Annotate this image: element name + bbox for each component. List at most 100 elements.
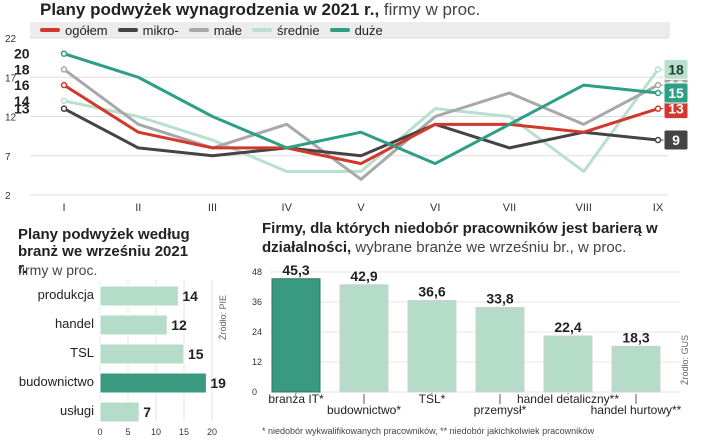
bar-produkcja xyxy=(99,285,179,307)
category-label: przemysł* xyxy=(474,403,527,417)
bar-branża IT* xyxy=(271,278,321,393)
line-chart-legend: ogółem mikro-małe średnie duże xyxy=(30,22,670,38)
legend-swatch xyxy=(188,28,209,32)
category-label: handel hurtowy** xyxy=(591,403,682,417)
x-tick-label: VII xyxy=(503,202,516,214)
legend-swatch xyxy=(40,28,60,32)
value-label: 45,3 xyxy=(282,264,309,278)
value-label: 33,8 xyxy=(486,291,513,307)
category-label: budownictwo* xyxy=(327,403,401,417)
y-tick-label: 12 xyxy=(5,113,17,124)
end-value-label: 13 xyxy=(668,101,684,117)
industry-chart-title: Plany podwyżek według branż we wrześniu … xyxy=(18,226,190,277)
legend-item-1: mikro- xyxy=(117,22,179,38)
legend-label: małe xyxy=(213,22,242,38)
y-tick-label: 22 xyxy=(5,34,17,45)
end-marker xyxy=(654,89,662,97)
y-tick-label: 48 xyxy=(252,267,262,277)
line-chart-title-main: Plany podwyżek wynagrodzenia w 2021 r., xyxy=(40,0,380,19)
line-chart-title: Plany podwyżek wynagrodzenia w 2021 r., … xyxy=(40,0,480,20)
line-chart-subtitle: firmy w proc. xyxy=(383,0,481,19)
bar-przemysł* xyxy=(475,307,525,393)
shortage-chart-title: Firmy, dla których niedobór pracowników … xyxy=(262,219,712,257)
value-label: 42,9 xyxy=(350,268,377,284)
x-tick-label: VIII xyxy=(575,202,592,214)
category-label: branża IT* xyxy=(268,392,324,406)
end-marker xyxy=(654,136,662,144)
x-tick-label: I xyxy=(62,202,65,214)
y-tick-label: 36 xyxy=(252,297,262,307)
x-tick-label: 5 xyxy=(125,427,130,437)
x-tick-label: III xyxy=(208,202,217,214)
bar-TSL xyxy=(99,343,185,365)
end-marker xyxy=(654,81,662,89)
shortage-chart-subtitle: wybrane branże we wrześniu br., w proc. xyxy=(355,239,627,256)
start-marker xyxy=(60,81,68,89)
bar-budownictwo* xyxy=(339,284,389,393)
value-label: 14 xyxy=(182,288,198,304)
value-label: 36,6 xyxy=(418,284,445,300)
bar-handel hurtowy** xyxy=(611,345,661,393)
legend-label: średnie xyxy=(276,22,320,38)
legend-item-3: średnie xyxy=(251,22,320,38)
series-line-ogółem xyxy=(63,83,659,166)
category-label: usługi xyxy=(60,403,94,418)
legend-label: mikro- xyxy=(142,22,179,38)
shortage-chart-footnote: * niedobór wykwalifikowanych pracowników… xyxy=(262,426,595,436)
category-label: TSL xyxy=(70,345,94,360)
x-tick-label: 20 xyxy=(207,427,217,437)
start-marker xyxy=(60,105,68,112)
value-label: 19 xyxy=(210,375,226,391)
category-label: handel detaliczny** xyxy=(517,392,619,406)
category-label: budownictwo xyxy=(19,374,94,389)
legend-item-4: duże xyxy=(329,22,383,38)
series-line-duże xyxy=(63,52,659,166)
category-label: handel xyxy=(55,316,94,331)
bar-usługi xyxy=(99,401,140,423)
y-tick-label: 7 xyxy=(5,152,11,163)
industry-chart-subtitle: firmy w proc. xyxy=(18,262,98,278)
bar-TSL* xyxy=(407,300,457,393)
y-tick-label: 0 xyxy=(252,387,257,397)
start-value-label: 18 xyxy=(14,61,30,77)
category-label: TSL* xyxy=(419,392,446,406)
end-marker xyxy=(654,105,662,112)
legend-swatch xyxy=(329,28,350,32)
legend-swatch xyxy=(117,28,138,32)
end-value-box xyxy=(663,82,689,104)
y-tick-label: 12 xyxy=(252,357,262,367)
x-tick-label: IX xyxy=(653,202,664,214)
series-line-mikro- xyxy=(63,107,659,158)
x-tick-label: 0 xyxy=(97,427,102,437)
start-value-label: 14 xyxy=(14,93,30,109)
value-label: 15 xyxy=(188,346,204,362)
y-tick-label: 2 xyxy=(5,191,11,202)
end-marker xyxy=(654,66,662,73)
value-label: 7 xyxy=(143,404,151,420)
end-value-box xyxy=(663,58,689,80)
x-tick-label: 10 xyxy=(151,427,161,437)
x-tick-label: V xyxy=(357,202,365,214)
end-value-label: 18 xyxy=(668,61,684,77)
bar-handel detaliczny** xyxy=(543,335,593,393)
legend-label: duże xyxy=(354,22,383,38)
value-label: 12 xyxy=(171,317,187,333)
shortage-chart-source: Źródło: GUS xyxy=(680,334,690,385)
x-tick-label: VI xyxy=(430,202,440,214)
value-label: 18,3 xyxy=(622,329,649,345)
end-value-label: 9 xyxy=(672,132,680,148)
x-tick-label: IV xyxy=(282,202,293,214)
end-value-label: 15 xyxy=(668,85,684,101)
shortage-chart-title-main: Firmy, dla których niedobór pracowników … xyxy=(262,220,658,256)
legend-item-2: małe xyxy=(188,22,242,38)
bar-handel xyxy=(99,314,168,336)
shortage-bar-chart: 0 12 24 36 48 45,3 branża IT* 42,9 budownictwo* 3… xyxy=(252,264,682,417)
series-line-średnie xyxy=(63,68,660,173)
legend-item-0: ogółem xyxy=(40,23,108,38)
y-tick-label: 17 xyxy=(5,73,17,84)
legend-label: ogółem xyxy=(65,22,108,38)
start-marker xyxy=(60,50,68,57)
start-value-label: 13 xyxy=(14,101,30,117)
start-marker xyxy=(60,66,68,73)
